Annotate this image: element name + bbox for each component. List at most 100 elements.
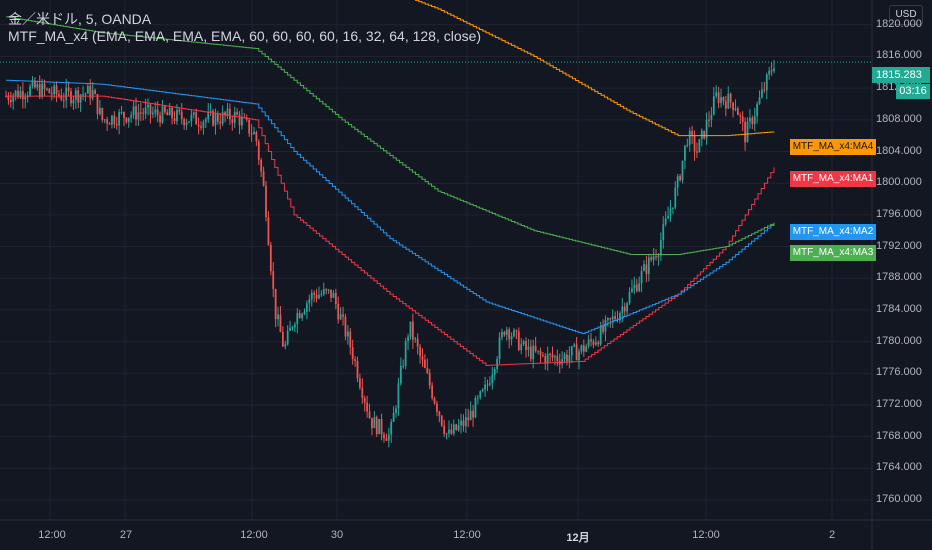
candle-body (65, 87, 68, 101)
candle-body (402, 365, 405, 367)
candle-body (103, 119, 106, 121)
candle-body (611, 316, 614, 320)
candle-body (168, 107, 171, 116)
candle-body (322, 289, 325, 295)
currency-button[interactable]: USD (889, 5, 923, 25)
candle-body (274, 288, 277, 320)
candle-body (563, 354, 566, 360)
candle-body (486, 384, 489, 386)
candle-body (219, 121, 222, 124)
candle-body (89, 85, 92, 99)
candle-body (534, 345, 537, 352)
candle-body (496, 358, 499, 369)
candle-body (238, 114, 241, 126)
candle-countdown: 03:16 (896, 84, 930, 99)
candle-body (411, 321, 414, 340)
candle-body (315, 294, 318, 299)
candle-body (756, 103, 759, 117)
candle-body (705, 119, 708, 139)
candle-body (734, 108, 737, 110)
candle-body (520, 344, 523, 351)
candle-body (91, 90, 94, 99)
candle-body (679, 176, 682, 181)
candle-body (255, 132, 258, 142)
candle-body (744, 122, 747, 143)
candle-body (493, 368, 496, 375)
candle-body (604, 319, 607, 332)
candle-body (599, 326, 602, 345)
candle-body (387, 434, 390, 441)
candle-body (691, 130, 694, 137)
candle-body (14, 90, 17, 96)
candle-body (38, 84, 41, 97)
candle-body (698, 139, 701, 153)
candle-body (464, 417, 467, 427)
candle-body (171, 107, 174, 119)
candle-body (479, 391, 482, 398)
candle-body (619, 313, 621, 321)
candle-body (476, 397, 479, 399)
candle-body (318, 294, 320, 299)
candle-body (130, 114, 133, 118)
candle-body (101, 107, 104, 120)
candle-body (137, 112, 140, 120)
candle-body (426, 367, 429, 374)
candle-body (710, 114, 713, 121)
candle-body (436, 403, 438, 412)
candle-body (144, 107, 147, 114)
indicator-legend[interactable]: MTF_MA_x4 (EMA, EMA, EMA, EMA, 60, 60, 6… (8, 28, 482, 44)
candle-body (753, 116, 756, 125)
price-tick-label: 1784.000 (876, 302, 922, 315)
price-tick-label: 1788.000 (876, 271, 922, 284)
candle-body (147, 104, 149, 108)
price-tick-label: 1764.000 (876, 461, 922, 474)
candle-body (173, 118, 176, 122)
candle-body (320, 294, 323, 296)
candle-body (190, 114, 193, 122)
candle-body (628, 292, 631, 304)
candle-body (330, 289, 332, 298)
candle-body (527, 346, 530, 351)
ma4-label: MTF_MA_x4:MA4 (790, 139, 876, 155)
price-tick-label: 1776.000 (876, 366, 922, 379)
price-tick-label: 1804.000 (876, 144, 922, 157)
price-tick-label: 1796.000 (876, 207, 922, 220)
candle-body (291, 327, 294, 329)
candle-body (96, 94, 99, 115)
candle-body (532, 345, 535, 360)
candle-body (457, 425, 460, 430)
candle-body (342, 314, 344, 317)
ma-line-2 (6, 79, 775, 335)
candle-body (700, 130, 703, 140)
price-tick-label: 1792.000 (876, 239, 922, 252)
candle-body (467, 417, 470, 421)
candle-body (60, 95, 63, 101)
candle-body (113, 115, 116, 125)
candle-body (325, 289, 328, 291)
candle-body (696, 151, 698, 153)
candle-body (53, 85, 56, 95)
candle-body (72, 99, 75, 104)
candle-body (623, 306, 626, 312)
candle-body (395, 408, 397, 413)
candle-body (715, 92, 718, 97)
candle-body (253, 132, 255, 135)
candle-body (631, 288, 633, 293)
candle-body (638, 283, 641, 292)
candle-body (414, 338, 417, 340)
candle-body (228, 108, 231, 120)
candle-body (248, 119, 251, 134)
candle-body (761, 89, 763, 98)
candle-body (729, 93, 732, 103)
candle-body (106, 119, 109, 124)
candle-body (739, 115, 742, 117)
candle-body (149, 104, 152, 115)
candle-body (86, 85, 89, 94)
candle-body (289, 327, 291, 331)
time-tick-label: 2 (828, 529, 836, 541)
candle-body (12, 95, 15, 103)
candle-body (118, 112, 121, 126)
candle-body (306, 303, 308, 312)
